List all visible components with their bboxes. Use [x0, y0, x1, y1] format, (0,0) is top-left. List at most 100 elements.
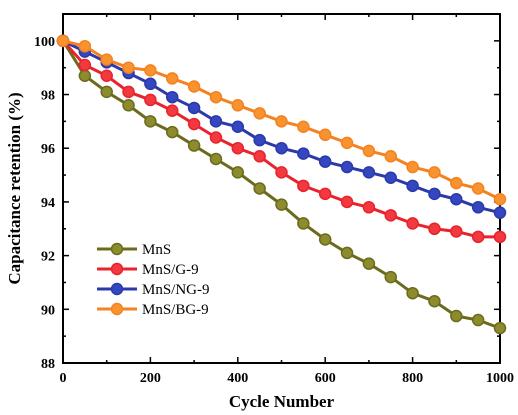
legend-item: MnS/G-9: [97, 262, 199, 278]
data-point: [428, 295, 441, 308]
y-tick-label: 100: [34, 35, 55, 50]
data-point: [384, 209, 397, 222]
y-axis-title: Capacitance retention (%): [5, 92, 24, 284]
data-point: [275, 198, 288, 211]
data-point: [450, 176, 463, 190]
data-point: [144, 115, 157, 128]
data-point: [384, 171, 397, 185]
data-point: [340, 160, 354, 174]
data-point: [450, 225, 463, 238]
axes: 0 200 400 600 800 1000 88 90 92 94 96 98 100: [34, 13, 514, 386]
data-point: [428, 166, 441, 179]
data-point: [231, 141, 245, 155]
x-tick-label: 0: [60, 371, 67, 386]
data-point: [166, 72, 179, 85]
data-point: [450, 309, 463, 323]
data-point: [187, 117, 201, 131]
x-tick-label: 800: [402, 371, 423, 386]
data-point: [78, 69, 92, 82]
data-point: [428, 222, 441, 236]
data-point: [406, 179, 419, 193]
y-tick-label: 98: [41, 89, 55, 104]
data-point: [78, 58, 92, 72]
data-point: [187, 101, 201, 115]
data-point: [297, 217, 310, 230]
data-point: [122, 99, 135, 112]
legend: MnS MnS/G-9 MnS/NG-9 MnS/BG-9: [97, 242, 210, 318]
data-point: [253, 133, 266, 147]
data-point: [209, 152, 223, 166]
x-tick-label: 400: [227, 371, 248, 386]
data-point: [493, 192, 507, 206]
data-point: [471, 201, 485, 214]
data-point: [275, 166, 288, 179]
data-point: [493, 206, 507, 219]
data-point: [187, 139, 201, 152]
data-point: [100, 69, 113, 82]
x-tick-label: 600: [315, 371, 336, 386]
data-point: [275, 141, 288, 155]
data-point: [471, 230, 485, 244]
legend-label: MnS: [142, 242, 171, 258]
legend-marker: [110, 302, 124, 316]
data-point: [297, 147, 310, 160]
data-point: [362, 201, 376, 214]
data-point: [384, 270, 397, 284]
y-tick-label: 92: [41, 250, 55, 265]
data-point: [209, 90, 223, 104]
series-3: [56, 34, 507, 219]
data-point: [231, 166, 245, 179]
data-point: [384, 150, 397, 163]
data-point: [362, 257, 376, 270]
data-point: [340, 136, 354, 150]
data-point: [406, 217, 419, 230]
data-point: [493, 230, 507, 244]
y-tick-label: 88: [41, 357, 55, 372]
data-point: [122, 61, 135, 74]
legend-marker: [110, 242, 124, 256]
y-tick-label: 94: [41, 196, 55, 211]
data-point: [340, 246, 354, 260]
data-point: [318, 155, 332, 168]
data-point: [253, 182, 266, 195]
data-point: [471, 313, 485, 327]
data-point: [209, 115, 223, 128]
data-point: [100, 53, 113, 66]
data-point: [100, 85, 113, 99]
data-point: [297, 179, 310, 193]
x-tick-label: 1000: [486, 371, 514, 386]
legend-label: MnS/NG-9: [142, 282, 210, 298]
data-point: [144, 77, 157, 91]
legend-label: MnS/G-9: [142, 262, 199, 278]
legend-marker: [110, 282, 124, 296]
legend-item: MnS/BG-9: [97, 302, 209, 318]
legend-item: MnS/NG-9: [97, 282, 210, 298]
data-point: [450, 192, 463, 206]
data-point: [318, 128, 332, 142]
data-point: [318, 233, 332, 246]
data-point: [253, 107, 266, 120]
data-point: [275, 115, 288, 128]
data-point: [144, 93, 157, 107]
data-point: [231, 120, 245, 134]
data-point: [297, 120, 310, 134]
data-point: [166, 125, 179, 139]
series-group: [56, 34, 507, 335]
data-point: [231, 99, 245, 112]
data-point: [318, 187, 332, 201]
data-point: [340, 195, 354, 209]
data-point: [122, 85, 135, 99]
data-point: [166, 90, 179, 104]
x-tick-label: 200: [140, 371, 161, 386]
series-line: [61, 40, 501, 330]
data-point: [56, 34, 70, 48]
data-point: [362, 144, 376, 158]
x-axis-title: Cycle Number: [229, 392, 335, 411]
data-point: [493, 321, 507, 335]
data-point: [253, 150, 266, 163]
legend-marker: [110, 262, 124, 276]
data-point: [471, 182, 485, 195]
legend-label: MnS/BG-9: [142, 302, 209, 318]
data-point: [144, 64, 157, 77]
